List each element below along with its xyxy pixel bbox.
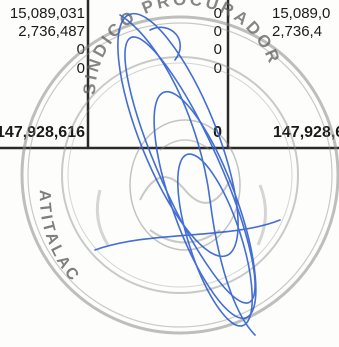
table-cell-r3-left: 0 [76,41,85,58]
table-cell-r4-left: 0 [76,60,85,77]
seal-top-lettering: SINDICO PROCURADOR [80,0,285,95]
table-cell-r1-middle: 0 [213,5,222,22]
table-cell-r1-right: 15,089,0 [272,5,331,22]
table-cell-r2-left: 2,736,487 [18,23,85,40]
official-seal [20,15,339,335]
handwritten-signature [94,12,281,336]
table-cell-r3-middle: 0 [213,41,222,58]
table-cell-total-left: 147,928,616 [0,124,85,141]
table-cell-r2-middle: 0 [213,23,222,40]
table-cell-total-right: 147,928,6 [273,124,339,141]
table-cell-r4-middle: 0 [213,60,222,77]
table-cell-r1-left: 15,089,031 [9,5,85,22]
table-cell-r2-right: 2,736,4 [272,23,323,40]
seal-left-lettering: ATITALAC [36,190,84,286]
